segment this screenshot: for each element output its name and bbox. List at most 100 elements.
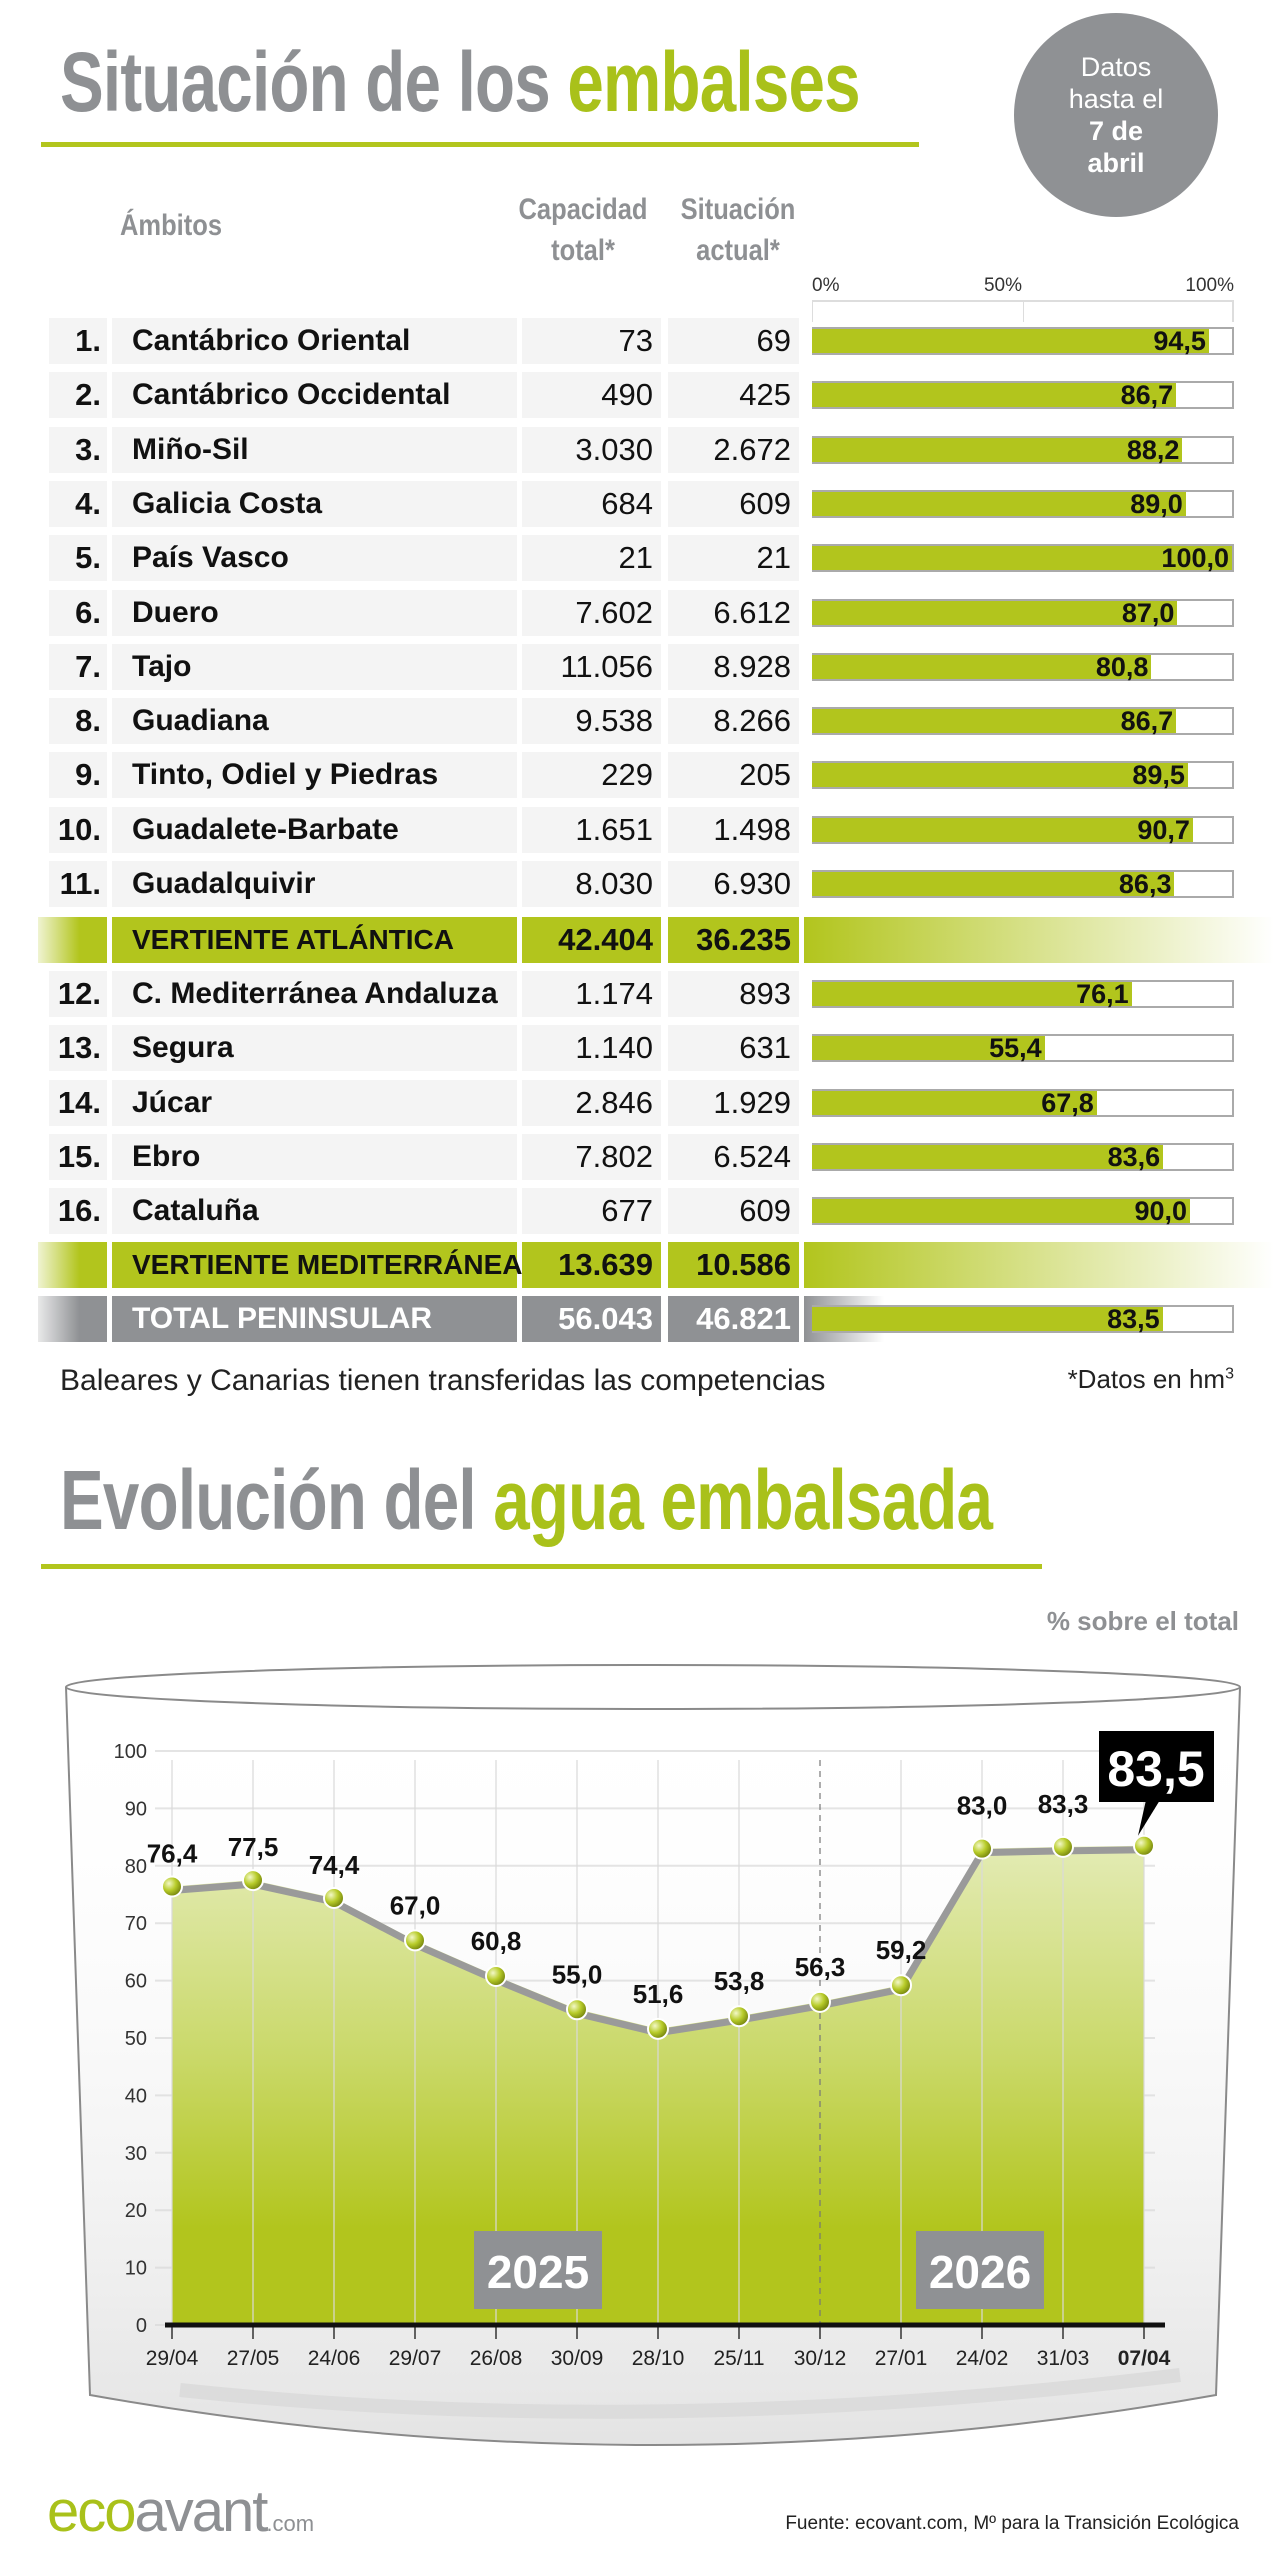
unit-label: % sobre el total [1046,1606,1239,1636]
row-capacidad: 1.651 [522,806,661,853]
summary-capacidad: 42.404 [522,917,661,963]
title-part-green: agua embalsada [493,1453,993,1547]
row-bar-value: 55,4 [989,1033,1042,1064]
row-bar-value: 86,7 [1120,706,1174,737]
data-point [809,1990,831,2013]
row-capacidad: 9.538 [522,698,661,745]
y-tick-label: 50 [125,2028,147,2050]
row-number: 7. [49,643,107,690]
badge-line: abril [1087,148,1145,178]
row-actual: 609 [668,480,799,527]
year-label-box [916,2231,1044,2309]
x-tick-label: 26/08 [470,2347,523,2370]
data-point [647,2017,669,2040]
row-bar-fill [812,437,1183,462]
y-tick-label: 0 [136,2315,147,2337]
data-label: 83,0 [957,1791,1008,1821]
data-point [161,1875,183,1898]
summary-capacidad: 13.639 [522,1242,661,1288]
row-name: Miño-Sil [112,426,517,473]
y-tick-label: 10 [125,2258,147,2280]
row-bar-fill [812,383,1177,408]
note-units-text: *Datos en hm [1067,1364,1226,1394]
page-title: Situación de los embalses [60,40,861,124]
row-capacidad: 7.602 [522,589,661,636]
row-bar-value: 83,6 [1107,1141,1161,1172]
row-lead [38,1242,107,1288]
row-name: Segura [112,1025,517,1072]
row-lead [38,917,107,963]
row-capacidad: 1.174 [522,971,661,1017]
summary-actual: 10.586 [668,1242,799,1288]
header-line: actual* [696,234,780,267]
note-units-sup: 3 [1225,1365,1234,1383]
row-name: Júcar [112,1079,517,1126]
y-tick-label: 20 [125,2200,147,2222]
row-name: Cataluña [112,1188,517,1235]
x-tick-label: 29/07 [389,2347,442,2370]
glass-rim [65,1664,1241,1710]
title-part-grey: Situación de los [60,35,551,129]
summary-name: VERTIENTE ATLÁNTICA [112,917,517,963]
row-capacidad: 1.140 [522,1025,661,1072]
row-bar-fill [812,817,1193,842]
x-tick-label: 25/11 [714,2347,765,2370]
row-bar-value: 80,8 [1095,651,1149,682]
table-row: 6. Duero 7.602 6.612 87,0 [0,589,1280,636]
row-number: 2. [49,372,107,419]
summary-actual: 36.235 [668,917,799,963]
data-point [404,1929,426,1952]
row-bar-fill [812,654,1152,679]
row-bar: 80,8 [812,651,1234,682]
row-bar-fill [812,763,1188,788]
row-capacidad: 21 [522,535,661,582]
data-point [890,1974,912,1997]
title-underline [41,142,919,147]
table-row: 7. Tajo 11.056 8.928 80,8 [0,643,1280,690]
data-label: 56,3 [795,1952,846,1982]
row-name: C. Mediterránea Andaluza [112,971,517,1017]
row-bar-value: 88,2 [1126,434,1180,465]
row-bar-value: 94,5 [1153,326,1206,356]
row-name: País Vasco [112,535,517,582]
total-bar: 83,5 [812,1304,1234,1334]
row-name: Guadalquivir [112,861,517,907]
row-bar-fill [812,491,1186,516]
row-bar-value: 89,0 [1130,488,1183,519]
row-bar: 86,7 [812,380,1234,410]
title-part-green: embalses [567,35,860,129]
table-row: 10. Guadalete-Barbate 1.651 1.498 90,7 [0,806,1280,853]
row-bar-value: 90,0 [1134,1196,1187,1227]
row-bar-fill [812,1144,1164,1169]
row-bar: 89,5 [812,760,1234,790]
table-row: 15. Ebro 7.802 6.524 83,6 [0,1133,1280,1180]
section-title-evolucion: Evolución del agua embalsada [60,1458,993,1542]
row-actual: 2.672 [668,426,799,473]
row-actual: 1.498 [668,806,799,853]
row-lead [38,1296,107,1342]
row-bar-fill [812,709,1177,734]
row-bar: 89,0 [812,488,1234,519]
row-capacidad: 490 [522,372,661,419]
logo-avant: avant [134,2479,269,2544]
row-number: 12. [49,971,107,1017]
table-row: 16. Cataluña 677 609 90,0 [0,1188,1280,1235]
row-actual: 1.929 [668,1079,799,1126]
x-tick-label: 30/09 [551,2347,604,2370]
row-name: Duero [112,589,517,636]
row-bar: 90,0 [812,1196,1234,1227]
row-number: 15. [49,1133,107,1180]
row-capacidad: 7.802 [522,1133,661,1180]
row-actual: 69 [668,318,799,364]
row-actual: 893 [668,971,799,1017]
data-point [728,2005,750,2028]
row-bar-fill [812,546,1232,571]
header-line: total* [551,234,615,267]
source-note: Fuente: ecovant.com, Mº para la Transici… [785,2513,1239,2534]
callout-pointer [1138,1800,1160,1836]
header-line: Capacidad [518,193,648,226]
data-point [323,1886,345,1909]
total-bar-fill [812,1307,1163,1331]
data-point [1052,1835,1074,1858]
row-bar: 100,0 [812,543,1234,573]
